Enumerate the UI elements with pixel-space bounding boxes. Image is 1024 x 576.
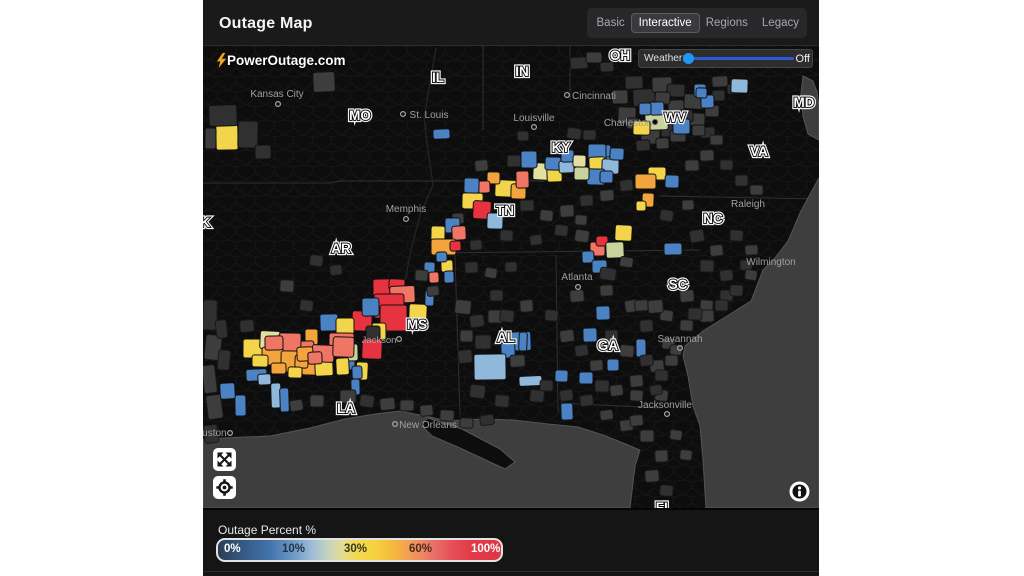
svg-text:MD: MD — [794, 95, 815, 110]
svg-text:AR: AR — [331, 241, 351, 256]
svg-text:Charleston: Charleston — [604, 118, 652, 129]
svg-text:MO: MO — [349, 108, 371, 123]
svg-text:LA: LA — [337, 401, 355, 416]
svg-text:GA: GA — [598, 338, 619, 353]
svg-text:VA: VA — [750, 144, 768, 159]
svg-text:MS: MS — [407, 317, 427, 332]
svg-text:GA: GA — [598, 338, 619, 353]
svg-text:MO: MO — [349, 108, 371, 123]
svg-text:OK: OK — [203, 215, 210, 230]
svg-text:VA: VA — [750, 144, 768, 159]
svg-text:IN: IN — [515, 64, 529, 79]
svg-text:SC: SC — [669, 277, 688, 292]
svg-text:OH: OH — [610, 48, 630, 63]
svg-text:MD: MD — [794, 95, 815, 110]
svg-text:TN: TN — [496, 203, 514, 218]
svg-text:AL: AL — [497, 330, 515, 345]
svg-text:AL: AL — [497, 330, 515, 345]
svg-text:MD: MD — [794, 95, 815, 110]
svg-text:AR: AR — [331, 241, 351, 256]
svg-text:TN: TN — [496, 203, 514, 218]
svg-text:Kansas City: Kansas City — [250, 89, 303, 100]
svg-text:MS: MS — [407, 317, 427, 332]
svg-text:AL: AL — [497, 330, 515, 345]
svg-text:AR: AR — [331, 241, 351, 256]
svg-text:Cincinnati: Cincinnati — [572, 91, 616, 102]
svg-text:IN: IN — [515, 64, 529, 79]
svg-text:OH: OH — [610, 48, 630, 63]
svg-text:Wilmington: Wilmington — [746, 257, 795, 268]
svg-text:Savannah: Savannah — [657, 334, 702, 345]
svg-text:SC: SC — [669, 277, 688, 292]
svg-text:St. Louis: St. Louis — [410, 110, 449, 121]
svg-text:LA: LA — [337, 401, 355, 416]
svg-text:KY: KY — [552, 140, 571, 155]
svg-text:OK: OK — [203, 215, 210, 230]
svg-text:OH: OH — [610, 48, 630, 63]
svg-text:Memphis: Memphis — [386, 204, 427, 215]
svg-text:Louisville: Louisville — [513, 113, 555, 124]
svg-text:LA: LA — [337, 401, 355, 416]
svg-text:MO: MO — [349, 108, 371, 123]
svg-text:GA: GA — [598, 338, 619, 353]
svg-text:OK: OK — [203, 215, 210, 230]
svg-text:Jacksonville: Jacksonville — [638, 400, 692, 411]
svg-text:IL: IL — [432, 70, 444, 85]
svg-text:FL: FL — [656, 500, 673, 508]
svg-text:MS: MS — [407, 317, 427, 332]
svg-text:WV: WV — [664, 110, 686, 125]
svg-text:Jackson: Jackson — [362, 335, 397, 346]
svg-text:WV: WV — [664, 110, 686, 125]
svg-text:IL: IL — [432, 70, 444, 85]
svg-text:KY: KY — [552, 140, 571, 155]
svg-text:New Orleans: New Orleans — [399, 420, 457, 431]
svg-text:Houston: Houston — [203, 428, 227, 439]
svg-text:VA: VA — [750, 144, 768, 159]
svg-text:SC: SC — [669, 277, 688, 292]
svg-text:Raleigh: Raleigh — [731, 199, 765, 210]
svg-text:WV: WV — [664, 110, 686, 125]
svg-text:IN: IN — [515, 64, 529, 79]
svg-text:NC: NC — [703, 211, 723, 226]
svg-text:NC: NC — [703, 211, 723, 226]
svg-text:KY: KY — [552, 140, 571, 155]
svg-text:TN: TN — [496, 203, 514, 218]
svg-text:IL: IL — [432, 70, 444, 85]
svg-text:NC: NC — [703, 211, 723, 226]
svg-text:Atlanta: Atlanta — [561, 272, 593, 283]
